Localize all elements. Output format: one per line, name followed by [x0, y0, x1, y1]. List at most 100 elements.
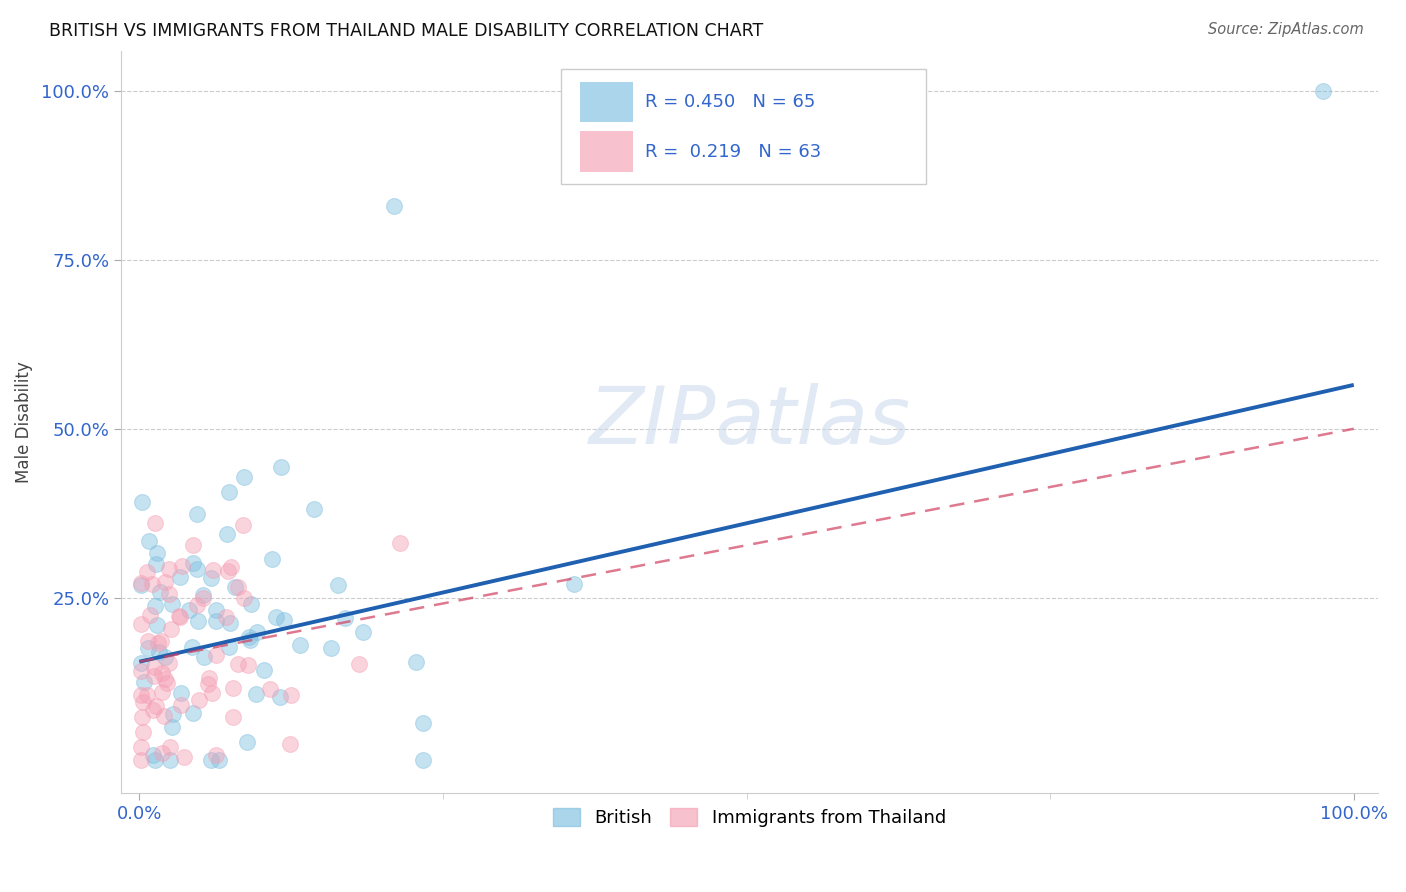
Point [319, 640, 342, 655]
Point [142, 703, 165, 717]
Point [564, 576, 586, 591]
Point [160, 720, 183, 734]
Point [153, 709, 176, 723]
Point [197, 676, 219, 690]
Point [136, 565, 159, 579]
Point [224, 580, 246, 594]
Point [186, 599, 208, 613]
Text: ZIPatlas: ZIPatlas [589, 383, 911, 461]
Point [145, 557, 167, 571]
Point [226, 581, 249, 595]
Point [129, 740, 152, 755]
Point [219, 615, 242, 630]
Point [150, 746, 173, 760]
Point [302, 501, 325, 516]
Point [132, 674, 155, 689]
Point [159, 740, 181, 755]
Point [173, 750, 195, 764]
Point [219, 560, 242, 574]
Point [131, 495, 153, 509]
Point [222, 710, 245, 724]
Point [183, 538, 205, 552]
Point [232, 591, 254, 605]
Point [131, 695, 153, 709]
Point [149, 634, 172, 648]
Point [266, 610, 288, 624]
Point [412, 715, 434, 730]
Point [191, 588, 214, 602]
Point [145, 617, 167, 632]
Point [208, 753, 231, 767]
Point [167, 609, 190, 624]
Point [236, 735, 259, 749]
FancyBboxPatch shape [579, 82, 633, 122]
Point [172, 559, 194, 574]
Point [205, 648, 228, 662]
Point [238, 631, 260, 645]
Point [412, 753, 434, 767]
Point [139, 608, 162, 623]
Point [382, 199, 405, 213]
Point [131, 710, 153, 724]
Point [138, 534, 160, 549]
Point [162, 707, 184, 722]
Point [160, 622, 183, 636]
Point [270, 460, 292, 475]
Point [169, 686, 191, 700]
Point [131, 578, 153, 592]
Point [129, 617, 152, 632]
Text: R =  0.219   N = 63: R = 0.219 N = 63 [645, 143, 821, 161]
Point [218, 485, 240, 500]
Point [145, 698, 167, 713]
Point [148, 645, 170, 659]
Point [273, 613, 295, 627]
Point [129, 664, 152, 678]
Point [136, 640, 159, 655]
Point [259, 682, 281, 697]
Point [170, 698, 193, 712]
Point [333, 611, 356, 625]
Point [201, 686, 224, 700]
Point [129, 575, 152, 590]
Point [186, 507, 208, 521]
Point [143, 753, 166, 767]
Point [143, 669, 166, 683]
Point [181, 706, 204, 721]
Point [136, 634, 159, 648]
Point [349, 657, 371, 672]
Point [217, 564, 239, 578]
Point [177, 603, 200, 617]
Point [149, 585, 172, 599]
Point [232, 518, 254, 533]
Text: Source: ZipAtlas.com: Source: ZipAtlas.com [1208, 22, 1364, 37]
Point [193, 649, 215, 664]
Point [153, 575, 176, 590]
Point [205, 747, 228, 762]
Point [205, 614, 228, 628]
Point [146, 545, 169, 559]
Point [1312, 84, 1334, 98]
Point [157, 562, 180, 576]
Legend: British, Immigrants from Thailand: British, Immigrants from Thailand [544, 799, 955, 837]
Point [143, 599, 166, 614]
Point [239, 597, 262, 611]
Point [352, 625, 374, 640]
Point [278, 737, 301, 751]
Point [405, 656, 427, 670]
Point [253, 663, 276, 677]
Point [233, 470, 256, 484]
Point [142, 748, 165, 763]
Point [143, 660, 166, 674]
Point [388, 536, 411, 550]
Point [143, 516, 166, 531]
Y-axis label: Male Disability: Male Disability [15, 361, 32, 483]
Point [187, 614, 209, 628]
Point [131, 753, 153, 767]
Point [215, 609, 238, 624]
Text: R = 0.450   N = 65: R = 0.450 N = 65 [645, 93, 815, 111]
Point [180, 640, 202, 655]
Point [156, 676, 179, 690]
Point [187, 693, 209, 707]
Point [160, 597, 183, 611]
Point [328, 578, 350, 592]
